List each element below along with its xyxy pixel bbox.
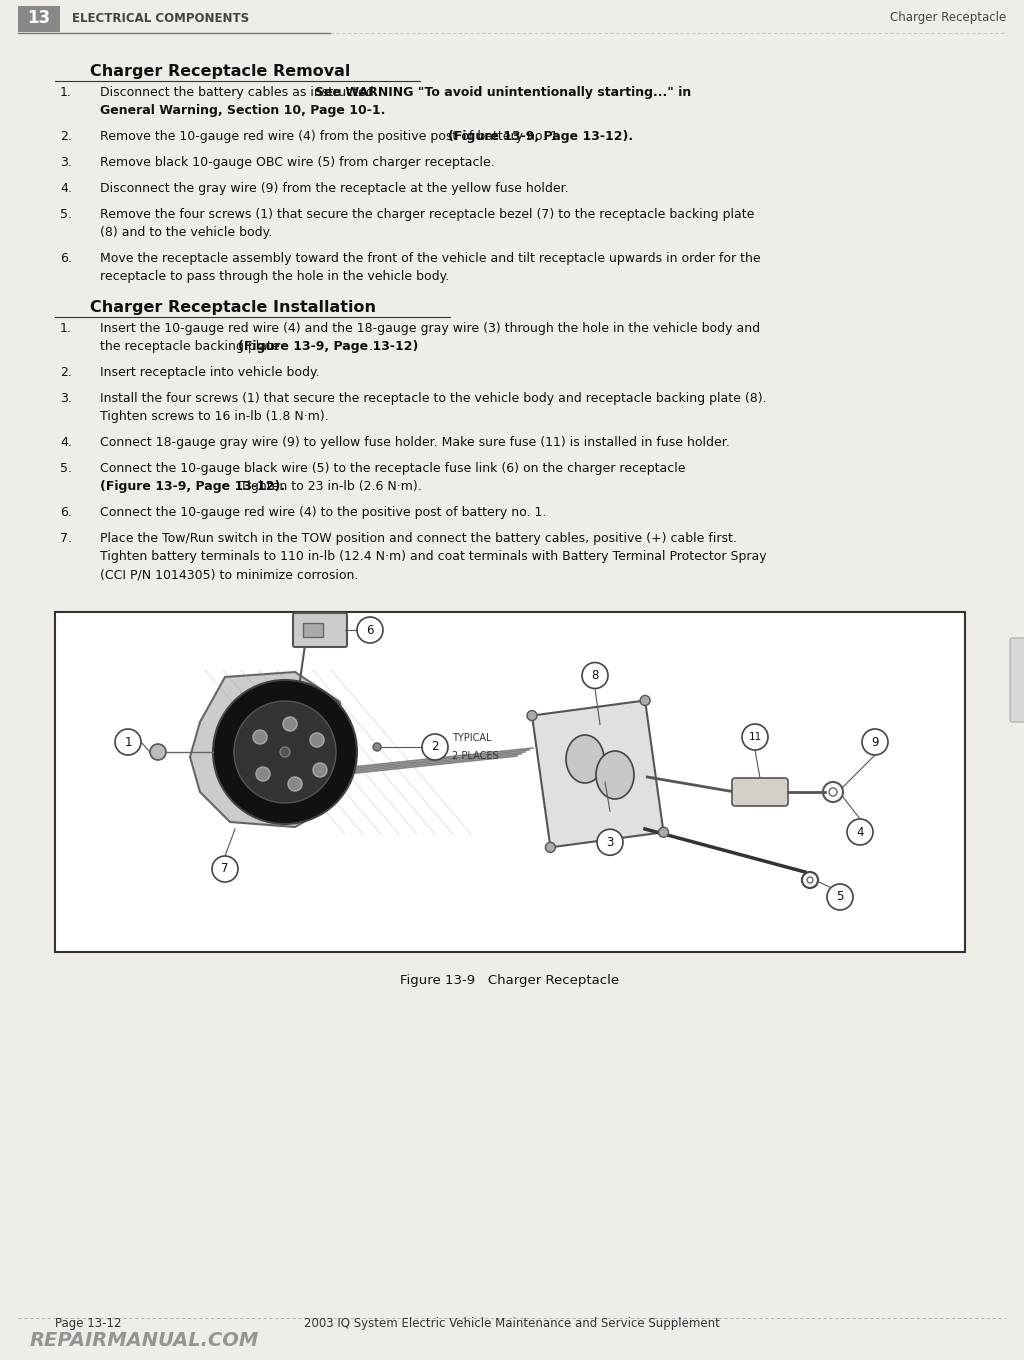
FancyBboxPatch shape (303, 623, 323, 636)
Text: Charger Receptacle: Charger Receptacle (890, 11, 1006, 24)
FancyBboxPatch shape (293, 613, 347, 647)
Circle shape (373, 743, 381, 751)
Text: Remove black 10-gauge OBC wire (5) from charger receptacle.: Remove black 10-gauge OBC wire (5) from … (100, 156, 495, 169)
Circle shape (847, 819, 873, 845)
Text: Tighten to 23 in-lb (2.6 N·m).: Tighten to 23 in-lb (2.6 N·m). (236, 480, 422, 494)
Text: (CCI P/N 1014305) to minimize corrosion.: (CCI P/N 1014305) to minimize corrosion. (100, 568, 358, 581)
Text: 11: 11 (749, 732, 762, 743)
Text: TYPICAL: TYPICAL (452, 733, 492, 743)
Text: 6.: 6. (60, 252, 72, 265)
Text: 13: 13 (28, 10, 50, 27)
Text: 1.: 1. (60, 86, 72, 99)
Circle shape (357, 617, 383, 643)
Circle shape (827, 884, 853, 910)
Text: 6.: 6. (60, 506, 72, 520)
Text: .: . (369, 340, 373, 354)
Text: 7: 7 (221, 862, 228, 876)
Circle shape (742, 724, 768, 749)
Circle shape (422, 734, 449, 760)
Text: 9: 9 (871, 736, 879, 748)
Text: ELECTRICAL COMPONENTS: ELECTRICAL COMPONENTS (72, 11, 249, 24)
Text: 2 PLACES: 2 PLACES (452, 751, 499, 762)
Circle shape (807, 877, 813, 883)
Text: Page 13-12: Page 13-12 (55, 1316, 122, 1330)
Circle shape (527, 710, 537, 721)
Text: Connect the 10-gauge black wire (5) to the receptacle fuse link (6) on the charg: Connect the 10-gauge black wire (5) to t… (100, 462, 685, 475)
Circle shape (150, 744, 166, 760)
Text: Install the four screws (1) that secure the receptacle to the vehicle body and r: Install the four screws (1) that secure … (100, 392, 767, 405)
Polygon shape (190, 672, 345, 827)
Text: REPAIRMANUAL.COM: REPAIRMANUAL.COM (30, 1331, 259, 1350)
Text: Insert receptacle into vehicle body.: Insert receptacle into vehicle body. (100, 366, 319, 379)
Text: Place the Tow/Run switch in the TOW position and connect the battery cables, pos: Place the Tow/Run switch in the TOW posi… (100, 532, 737, 545)
Circle shape (829, 787, 837, 796)
Circle shape (115, 729, 141, 755)
Circle shape (253, 730, 267, 744)
Text: 3.: 3. (60, 392, 72, 405)
Circle shape (313, 763, 327, 777)
Text: 4: 4 (856, 826, 864, 839)
Text: Move the receptacle assembly toward the front of the vehicle and tilt receptacle: Move the receptacle assembly toward the … (100, 252, 761, 265)
Text: 8: 8 (591, 669, 599, 681)
Text: 2.: 2. (60, 366, 72, 379)
Circle shape (213, 680, 357, 824)
Text: 5: 5 (837, 891, 844, 903)
Text: See WARNING "To avoid unintentionally starting..." in: See WARNING "To avoid unintentionally st… (314, 86, 691, 99)
Text: 2.: 2. (60, 131, 72, 143)
FancyBboxPatch shape (732, 778, 788, 806)
Circle shape (256, 767, 270, 781)
Text: Disconnect the battery cables as instructed.: Disconnect the battery cables as instruc… (100, 86, 382, 99)
Ellipse shape (566, 734, 604, 783)
Text: 1.: 1. (60, 322, 72, 335)
Text: 7.: 7. (60, 532, 72, 545)
Circle shape (582, 662, 608, 688)
Text: the receptacle backing plate: the receptacle backing plate (100, 340, 284, 354)
Circle shape (310, 733, 324, 747)
Circle shape (283, 717, 297, 732)
Circle shape (546, 842, 555, 853)
Text: Connect 18-gauge gray wire (9) to yellow fuse holder. Make sure fuse (11) is ins: Connect 18-gauge gray wire (9) to yellow… (100, 437, 730, 449)
Text: General Warning, Section 10, Page 10-1.: General Warning, Section 10, Page 10-1. (100, 103, 385, 117)
Text: 2003 IQ System Electric Vehicle Maintenance and Service Supplement: 2003 IQ System Electric Vehicle Maintena… (304, 1316, 720, 1330)
Text: Remove the four screws (1) that secure the charger receptacle bezel (7) to the r: Remove the four screws (1) that secure t… (100, 208, 755, 220)
Text: 4.: 4. (60, 182, 72, 194)
Text: Charger Receptacle Removal: Charger Receptacle Removal (90, 64, 350, 79)
Ellipse shape (596, 751, 634, 800)
Text: Insert the 10-gauge red wire (4) and the 18-gauge gray wire (3) through the hole: Insert the 10-gauge red wire (4) and the… (100, 322, 760, 335)
Text: 1: 1 (124, 736, 132, 748)
Circle shape (640, 695, 650, 706)
Text: Tighten battery terminals to 110 in-lb (12.4 N·m) and coat terminals with Batter: Tighten battery terminals to 110 in-lb (… (100, 549, 767, 563)
Text: 2: 2 (431, 740, 438, 753)
Text: 3.: 3. (60, 156, 72, 169)
Text: Connect the 10-gauge red wire (4) to the positive post of battery no. 1.: Connect the 10-gauge red wire (4) to the… (100, 506, 547, 520)
Text: (Figure 13-9, Page 13-12).: (Figure 13-9, Page 13-12). (100, 480, 285, 494)
Circle shape (288, 777, 302, 792)
Text: (8) and to the vehicle body.: (8) and to the vehicle body. (100, 226, 272, 239)
Text: 4.: 4. (60, 437, 72, 449)
Text: Charger Receptacle Installation: Charger Receptacle Installation (90, 301, 376, 316)
Text: 5.: 5. (60, 462, 72, 475)
Text: (Figure 13-9, Page 13-12): (Figure 13-9, Page 13-12) (239, 340, 419, 354)
Circle shape (658, 827, 669, 838)
Circle shape (234, 700, 336, 802)
Text: 5.: 5. (60, 208, 72, 220)
FancyBboxPatch shape (1010, 638, 1024, 722)
Circle shape (862, 729, 888, 755)
Polygon shape (532, 700, 664, 847)
Text: receptacle to pass through the hole in the vehicle body.: receptacle to pass through the hole in t… (100, 271, 450, 283)
Circle shape (597, 830, 623, 855)
Text: Figure 13-9   Charger Receptacle: Figure 13-9 Charger Receptacle (400, 974, 620, 987)
Text: Remove the 10-gauge red wire (4) from the positive post of battery no. 1: Remove the 10-gauge red wire (4) from th… (100, 131, 562, 143)
Text: 6: 6 (367, 623, 374, 636)
Text: Tighten screws to 16 in-lb (1.8 N·m).: Tighten screws to 16 in-lb (1.8 N·m). (100, 409, 329, 423)
Text: Disconnect the gray wire (9) from the receptacle at the yellow fuse holder.: Disconnect the gray wire (9) from the re… (100, 182, 568, 194)
Text: (Figure 13-9, Page 13-12).: (Figure 13-9, Page 13-12). (449, 131, 633, 143)
Circle shape (212, 855, 238, 883)
Circle shape (280, 747, 290, 758)
FancyBboxPatch shape (55, 612, 965, 952)
FancyBboxPatch shape (18, 5, 60, 33)
Text: 3: 3 (606, 836, 613, 849)
